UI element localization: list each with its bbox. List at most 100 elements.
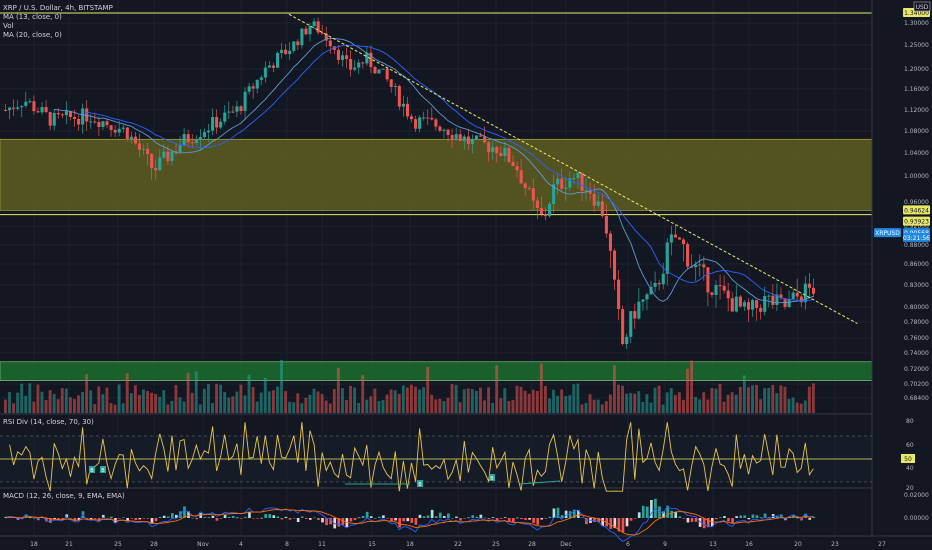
candle-body — [52, 112, 56, 126]
macd-hist-bar — [682, 518, 686, 519]
rsi-tick-label: 60 — [906, 442, 914, 449]
time-tick-label: 23 — [831, 541, 839, 548]
symbol-title[interactable]: XRP / U.S. Dollar, 4h, BITSTAMP — [3, 4, 113, 12]
macd-hist-bar — [739, 515, 743, 518]
macd-hist-bar — [191, 517, 194, 519]
volume-bar — [738, 386, 742, 413]
candle-body — [158, 157, 162, 171]
candle-body — [458, 134, 462, 141]
time-tick-label: 6 — [626, 541, 630, 548]
volume-bar — [68, 397, 72, 413]
candle-body — [418, 117, 422, 129]
candle-body — [661, 273, 665, 285]
time-axis[interactable]: 18 21 25 28 Nov 4 8 11 15 18 22 25 28 Dec 6 9 13 16 20 23 27 — [30, 541, 886, 548]
time-tick-label: 4 — [239, 541, 243, 548]
candle-body — [746, 302, 751, 310]
macd-hist-bar — [126, 518, 129, 521]
macd-hist-bar — [309, 518, 312, 520]
candle-body — [511, 161, 515, 167]
macd-hist-bar — [406, 518, 410, 522]
volume-bar — [16, 392, 20, 413]
volume-bar — [77, 395, 80, 413]
candle-body — [251, 86, 255, 89]
macd-hist-bar — [235, 517, 239, 519]
currency-box — [913, 1, 931, 12]
macd-hist-bar — [548, 516, 552, 518]
macd-hist-bar — [483, 517, 487, 519]
macd-hist-bar — [556, 507, 560, 518]
volume-bar — [109, 403, 113, 413]
legend-vol[interactable]: Vol — [3, 22, 14, 30]
candle-body — [324, 33, 328, 41]
volume-bar — [385, 394, 389, 413]
volume-bar — [734, 394, 738, 413]
demand-zone[interactable] — [0, 361, 873, 381]
volume-bar — [454, 384, 458, 413]
volume-bar — [458, 402, 462, 413]
macd-hist-bar — [731, 518, 734, 524]
macd-hist-bar — [418, 514, 422, 518]
macd-hist-bar — [507, 518, 511, 522]
volume-bar — [44, 400, 48, 413]
macd-hist-bar — [743, 515, 747, 518]
volume-bar — [373, 388, 377, 413]
macd-title[interactable]: MACD (12, 26, close, 9, EMA, EMA) — [3, 492, 125, 500]
volume-bar — [255, 401, 259, 413]
candle-body — [519, 170, 523, 184]
volume-bar — [4, 399, 7, 413]
macd-hist-bar — [361, 515, 365, 518]
volume-bar — [312, 388, 316, 413]
candle-body — [223, 112, 227, 122]
time-tick-label: Nov — [197, 541, 209, 548]
candle-body — [377, 69, 381, 74]
candle-body — [320, 32, 324, 34]
volume-bar — [271, 390, 275, 413]
volume-bar — [755, 384, 758, 413]
candle-body — [795, 292, 799, 297]
volume-bar — [125, 373, 129, 413]
volume-bar — [787, 399, 791, 413]
volume-bar — [381, 400, 385, 413]
legend-ma20[interactable]: MA (20, close, 0) — [3, 31, 62, 39]
candle-body — [450, 135, 454, 139]
volume-bar — [487, 387, 490, 413]
legend-ma13[interactable]: MA (13, close, 0) — [3, 13, 62, 21]
volume-bar — [442, 401, 446, 413]
volume-bar — [783, 386, 787, 413]
macd-hist-bar — [451, 517, 454, 519]
divergence-label-text: B — [101, 468, 105, 474]
macd-hist-bar — [365, 511, 369, 518]
volume-bar — [771, 385, 775, 413]
volume-bar — [694, 396, 698, 413]
candle-body — [474, 135, 479, 139]
trendline[interactable] — [288, 13, 858, 325]
volume-bar — [641, 401, 645, 413]
supply-zone[interactable] — [0, 138, 873, 211]
volume-bar — [292, 402, 296, 413]
volume-bar — [767, 387, 771, 413]
macd-hist-bar — [207, 517, 211, 518]
macd-hist-bar — [211, 515, 215, 518]
macd-hist-bar — [93, 518, 97, 519]
candle-body — [523, 183, 527, 189]
macd-hist-bar — [495, 518, 499, 521]
time-tick-label: 8 — [285, 541, 289, 548]
volume-bar — [479, 387, 482, 413]
volume-bar — [483, 400, 486, 413]
candle-body — [296, 41, 300, 46]
rsi-title[interactable]: RSI Div (14, close, 70, 30) — [3, 418, 94, 426]
macd-hist-bar — [512, 518, 515, 523]
candle-body — [608, 233, 612, 251]
candle-body — [381, 68, 385, 70]
volume-bar — [85, 374, 89, 413]
macd-hist-bar — [166, 516, 170, 518]
candle-body — [535, 200, 539, 209]
candle-body — [162, 151, 166, 158]
candle-body — [142, 148, 146, 150]
macd-hist-bar — [272, 515, 276, 518]
candle-body — [235, 106, 239, 112]
volume-bar — [36, 384, 40, 413]
price-axis[interactable]: 1.30000 1.25000 1.20000 1.16000 1.12000 1.080… — [904, 20, 929, 402]
macd-hist-bar — [292, 517, 296, 519]
